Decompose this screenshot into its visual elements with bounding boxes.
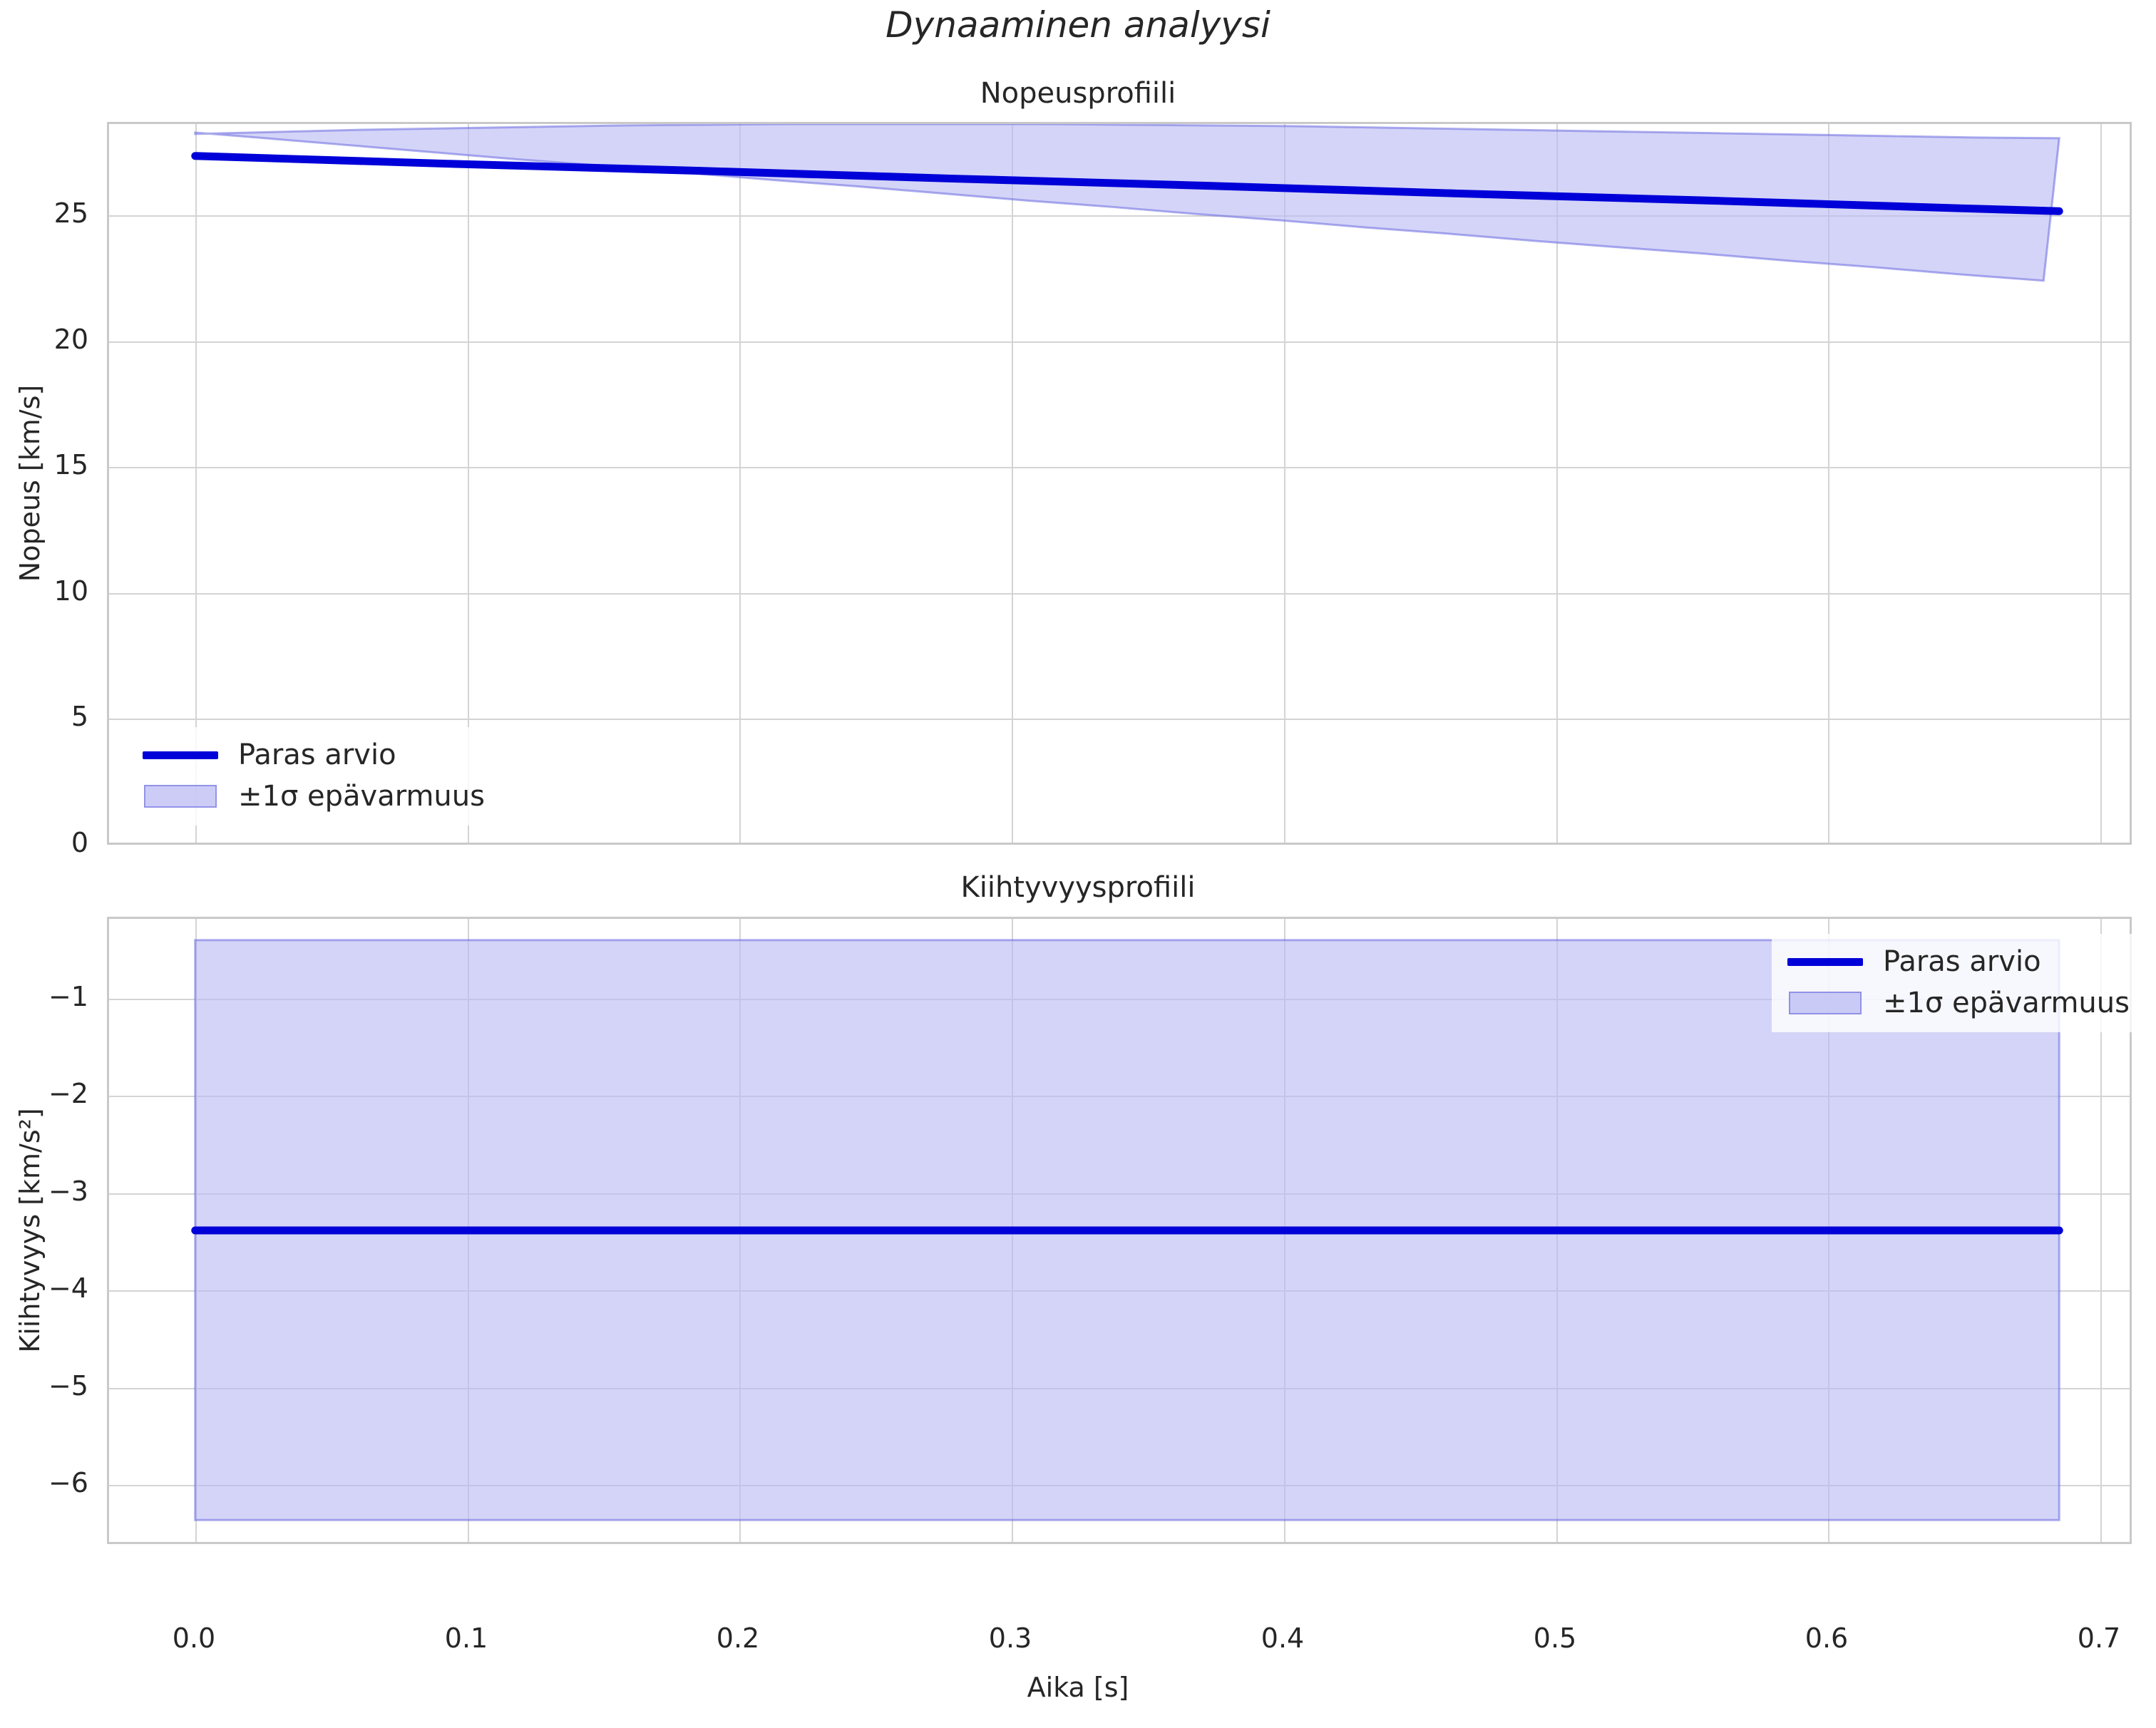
xtick-label: 0.4: [1261, 1622, 1305, 1654]
axes-acceleration: [107, 917, 2132, 1544]
gridline-v: [739, 124, 741, 843]
ytick-label: −5: [48, 1370, 88, 1402]
legend-acceleration: Paras arvio ±1σ epävarmuus: [1772, 934, 2141, 1032]
gridline-v: [1284, 124, 1285, 843]
ylabel-velocity: Nopeus [km/s]: [14, 384, 46, 582]
legend-velocity: Paras arvio ±1σ epävarmuus: [127, 727, 496, 826]
ytick-label: 15: [53, 449, 88, 480]
legend-item-uncertainty: ±1σ epävarmuus: [138, 776, 485, 817]
ytick-label: 0: [71, 827, 88, 858]
xtick-label: 0.1: [444, 1622, 488, 1654]
gridline-v: [2100, 124, 2102, 843]
ylabel-acceleration: Kiihtyvyys [km/s²]: [14, 1108, 46, 1353]
gridline-v: [2100, 919, 2102, 1542]
gridline-v: [468, 124, 469, 843]
ytick-column-velocity: 0 5 10 15 20 25: [0, 122, 88, 858]
legend-label: ±1σ epävarmuus: [238, 780, 485, 813]
legend-label: ±1σ epävarmuus: [1883, 987, 2130, 1019]
ytick-label: 25: [53, 197, 88, 229]
xtick-label: 0.7: [2077, 1622, 2121, 1654]
ytick-label: 20: [53, 324, 88, 355]
xtick-label: 0.6: [1805, 1622, 1849, 1654]
gridline-v: [195, 124, 197, 843]
legend-patch-swatch: [1783, 989, 1867, 1017]
gridline-v: [1012, 124, 1013, 843]
ytick-label: −2: [48, 1078, 88, 1109]
legend-item-best-estimate: Paras arvio: [138, 734, 485, 776]
ytick-label: −1: [48, 981, 88, 1012]
axes-velocity: [107, 122, 2132, 845]
ytick-label: −3: [48, 1176, 88, 1207]
legend-label: Paras arvio: [1883, 945, 2041, 978]
xtick-label: 0.2: [716, 1622, 760, 1654]
gridline-h: [109, 215, 2130, 217]
gridline-h: [109, 719, 2130, 720]
legend-item-best-estimate: Paras arvio: [1783, 941, 2130, 982]
ytick-label: 10: [53, 575, 88, 607]
xtick-label: 0.3: [988, 1622, 1032, 1654]
ytick-column-acceleration: −1 −2 −3 −4 −5 −6: [0, 917, 88, 1544]
gridline-v: [1828, 124, 1829, 843]
ytick-label: 5: [71, 701, 88, 732]
figure-suptitle: Dynaaminen analyysi: [885, 4, 1270, 46]
legend-line-swatch: [138, 741, 222, 769]
panel-title-velocity: Nopeusprofiili: [980, 77, 1176, 110]
gridline-v: [1556, 124, 1558, 843]
best-estimate-line-acceleration: [191, 1226, 2063, 1235]
legend-label: Paras arvio: [238, 739, 396, 771]
gridline-h: [109, 593, 2130, 595]
gridline-h: [109, 341, 2130, 343]
gridline-h: [109, 467, 2130, 468]
xlabel: Aika [s]: [1027, 1672, 1129, 1703]
uncertainty-band-velocity: [194, 124, 2060, 282]
xtick-label: 0.5: [1533, 1622, 1577, 1654]
xtick-label: 0.0: [172, 1622, 216, 1654]
ytick-label: −4: [48, 1272, 88, 1304]
panel-title-acceleration: Kiihtyvyysprofiili: [960, 871, 1196, 904]
best-estimate-line-velocity: [191, 152, 2063, 215]
ytick-label: −6: [48, 1467, 88, 1498]
legend-patch-swatch: [138, 782, 222, 811]
legend-line-swatch: [1783, 947, 1867, 976]
legend-item-uncertainty: ±1σ epävarmuus: [1783, 982, 2130, 1024]
